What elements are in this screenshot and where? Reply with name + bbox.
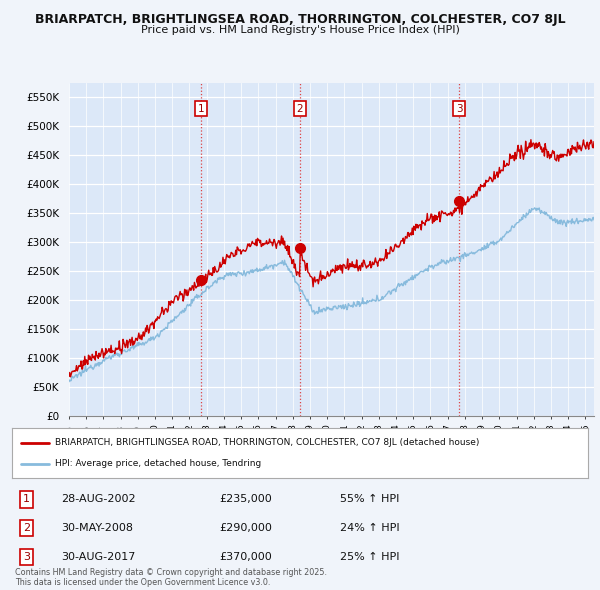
Text: £370,000: £370,000 (220, 552, 272, 562)
Text: 3: 3 (23, 552, 30, 562)
Text: HPI: Average price, detached house, Tendring: HPI: Average price, detached house, Tend… (55, 460, 262, 468)
Text: £235,000: £235,000 (220, 494, 272, 504)
Text: Contains HM Land Registry data © Crown copyright and database right 2025.
This d: Contains HM Land Registry data © Crown c… (15, 568, 327, 587)
Text: 1: 1 (197, 104, 204, 114)
Text: 30-MAY-2008: 30-MAY-2008 (61, 523, 133, 533)
Text: BRIARPATCH, BRIGHTLINGSEA ROAD, THORRINGTON, COLCHESTER, CO7 8JL (detached house: BRIARPATCH, BRIGHTLINGSEA ROAD, THORRING… (55, 438, 479, 447)
Text: 24% ↑ HPI: 24% ↑ HPI (340, 523, 400, 533)
Text: 2: 2 (296, 104, 303, 114)
Text: 30-AUG-2017: 30-AUG-2017 (61, 552, 136, 562)
Text: Price paid vs. HM Land Registry's House Price Index (HPI): Price paid vs. HM Land Registry's House … (140, 25, 460, 35)
Text: 25% ↑ HPI: 25% ↑ HPI (340, 552, 400, 562)
Text: 2: 2 (23, 523, 30, 533)
Text: BRIARPATCH, BRIGHTLINGSEA ROAD, THORRINGTON, COLCHESTER, CO7 8JL: BRIARPATCH, BRIGHTLINGSEA ROAD, THORRING… (35, 13, 565, 26)
Text: 55% ↑ HPI: 55% ↑ HPI (340, 494, 400, 504)
Text: £290,000: £290,000 (220, 523, 272, 533)
Text: 28-AUG-2002: 28-AUG-2002 (61, 494, 136, 504)
Text: 1: 1 (23, 494, 30, 504)
Text: 3: 3 (456, 104, 463, 114)
